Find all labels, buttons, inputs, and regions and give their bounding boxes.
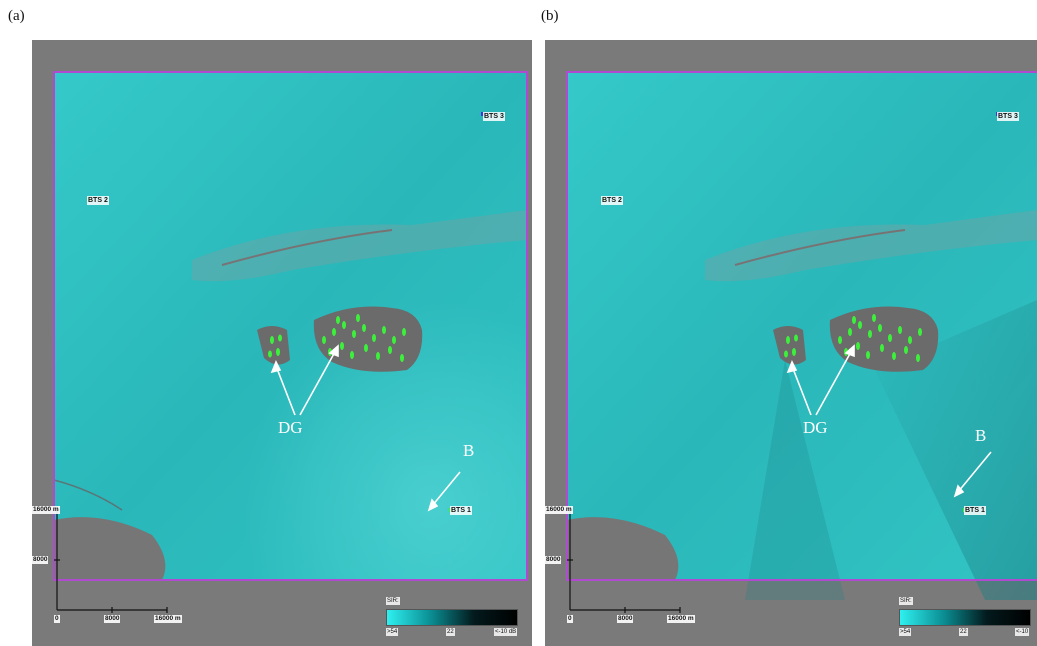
scale-x-end: 16000 m: [667, 615, 695, 623]
dark-terrain-region: [773, 326, 806, 365]
scale-x-zero: 0: [54, 615, 60, 623]
scale-x-mid: 8000: [104, 615, 121, 623]
sir-map-a: [32, 40, 532, 646]
scale-bar: [567, 509, 681, 613]
sir-map-b: [545, 40, 1037, 646]
dg-cluster-large: [322, 314, 406, 362]
legend-min: >54: [899, 628, 912, 636]
b-annotation: B: [463, 441, 475, 460]
bts-1-label: BTS 1: [964, 506, 986, 515]
legend-title: SIR:: [386, 597, 400, 605]
sir-legend: SIR: >54 22 <-10 dB: [384, 593, 524, 641]
dg-cluster-small: [784, 334, 798, 358]
scale-y-top: 16000 m: [32, 506, 60, 514]
scale-x-end: 16000 m: [154, 615, 182, 623]
panel-label-b: (b): [541, 8, 559, 24]
bts-3-label: BTS 3: [997, 112, 1019, 121]
b-annotation: B: [975, 426, 987, 445]
legend-title: SIR:: [899, 597, 913, 605]
map-panel-a: BTS 3 BTS 2 BTS 1 DG B 16000 m 8000 0 80…: [32, 40, 532, 646]
shoreline-terrain: [567, 517, 679, 580]
dg-arrows: [270, 344, 461, 512]
dg-annotation: DG: [278, 418, 303, 437]
map-panel-b: BTS 3 BTS 2 BTS 1 DG B 16000 m 8000 0 80…: [545, 40, 1037, 646]
scale-x-mid: 8000: [617, 615, 634, 623]
dark-terrain-region: [257, 326, 290, 365]
sir-legend: SIR: >54 22 <-10: [897, 593, 1037, 641]
bts-2-label: BTS 2: [601, 196, 623, 205]
scale-x-zero: 0: [567, 615, 573, 623]
interference-shadow: [875, 300, 1037, 600]
dg-annotation: DG: [803, 418, 828, 437]
legend-colorbar: [386, 609, 518, 626]
legend-colorbar: [899, 609, 1031, 626]
dg-cluster-small: [268, 334, 282, 358]
valley-ridge: [705, 210, 1037, 282]
simulation-border: [566, 71, 1037, 581]
bts-3-label: BTS 3: [483, 112, 505, 121]
legend-max: <-10: [1015, 628, 1030, 636]
legend-max: <-10 dB: [494, 628, 518, 636]
dg-cluster-large: [838, 314, 922, 362]
legend-mid: 22: [959, 628, 968, 636]
bts-2-label: BTS 2: [87, 196, 109, 205]
shoreline-terrain: [54, 517, 166, 580]
panel-label-a: (a): [8, 8, 25, 24]
dg-arrows: [786, 344, 992, 498]
scale-y-mid: 8000: [32, 556, 49, 564]
valley-ridge: [192, 210, 527, 282]
scale-y-top: 16000 m: [545, 506, 573, 514]
legend-mid: 22: [446, 628, 455, 636]
bts-1-label: BTS 1: [450, 506, 472, 515]
legend-min: >54: [386, 628, 399, 636]
scale-y-mid: 8000: [545, 556, 562, 564]
simulation-border: [53, 71, 528, 581]
